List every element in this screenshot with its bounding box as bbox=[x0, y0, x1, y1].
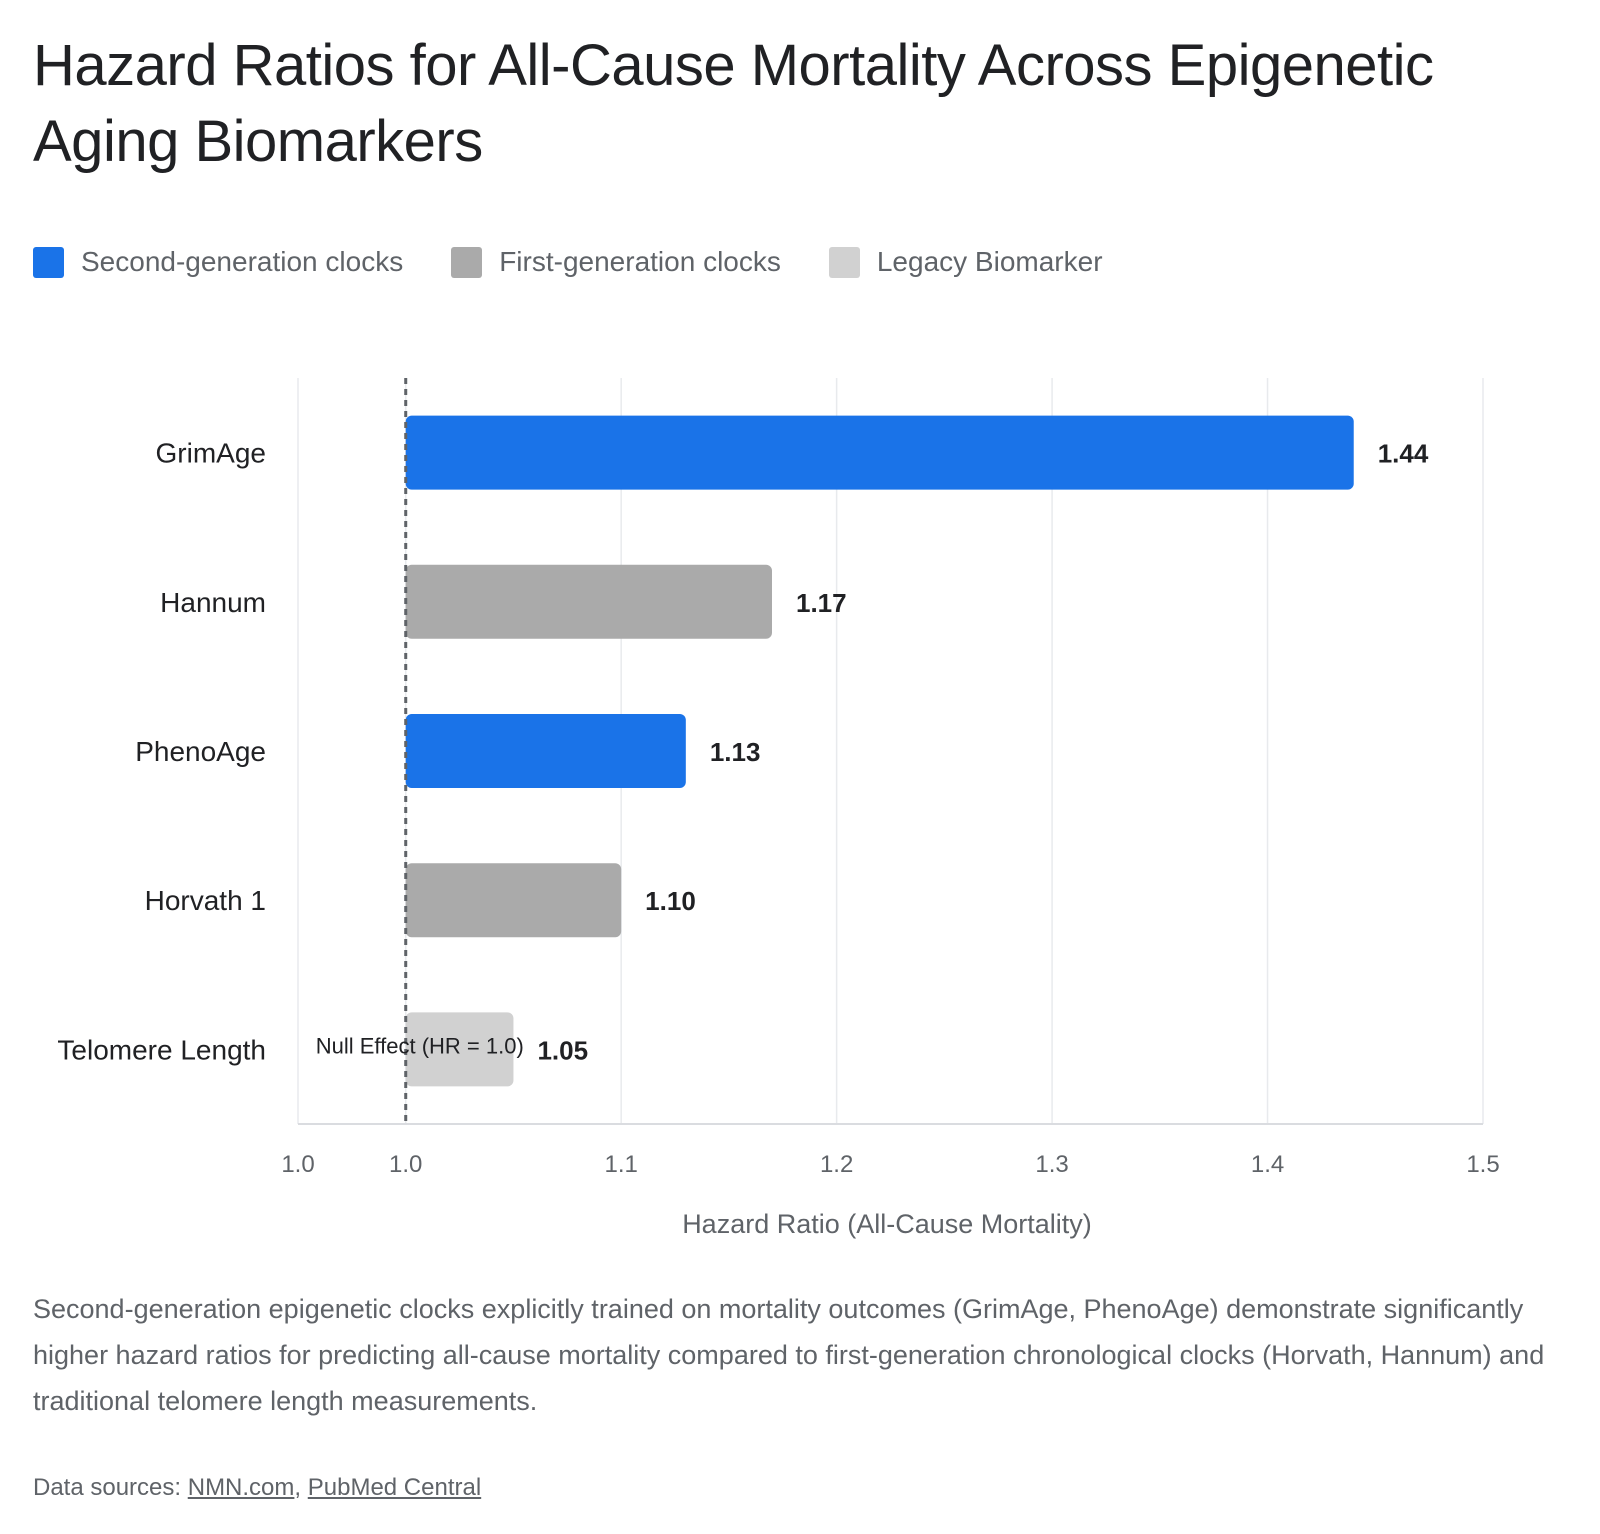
bar-value-label: 1.13 bbox=[710, 737, 761, 767]
legend-label-first-generation: First-generation clocks bbox=[499, 246, 781, 277]
y-category-label: Telomere Length bbox=[57, 1034, 266, 1065]
y-category-label: PhenoAge bbox=[135, 736, 266, 767]
bar-phenoage[interactable] bbox=[405, 714, 686, 788]
legend-label-legacy-biomarker: Legacy Biomarker bbox=[876, 246, 1103, 277]
legend-item-second-generation[interactable]: Second-generation clocks bbox=[33, 246, 403, 278]
bar-grimage[interactable] bbox=[405, 415, 1354, 490]
labels: 1.0 1.0 1.1 1.2 1.3 1.4 1.5 GrimAge 1.44 Hannum 1.… bbox=[57, 378, 1500, 1178]
bar-value-label: 1.44 bbox=[1378, 439, 1429, 469]
chart-title: Hazard Ratios for All-Cause Mortality Ac… bbox=[33, 33, 1434, 174]
x-tick-label: 1.4 bbox=[1251, 1151, 1284, 1178]
bar-value-label: 1.05 bbox=[537, 1035, 588, 1065]
bar-horvath-1[interactable] bbox=[405, 863, 622, 938]
bar-telomere-length[interactable] bbox=[405, 1012, 514, 1087]
x-tick-label: 1.0 bbox=[281, 1151, 314, 1178]
x-tick-label: 1.1 bbox=[604, 1151, 637, 1178]
bar-chart: 1.0 1.0 1.1 1.2 1.3 1.4 1.5 GrimAge 1.44 Hannum 1.… bbox=[57, 378, 1500, 1239]
data-sources: Data sources: NMN.com, PubMed Central bbox=[33, 1474, 481, 1502]
sources-prefix: Data sources: bbox=[33, 1474, 188, 1501]
legend-label-second-generation: Second-generation clocks bbox=[81, 246, 404, 277]
source-link-nmn[interactable]: NMN.com bbox=[187, 1474, 295, 1501]
x-tick-label: 1.3 bbox=[1035, 1151, 1068, 1178]
bar-value-label: 1.10 bbox=[645, 886, 696, 916]
x-tick-label: 1.0 bbox=[389, 1151, 422, 1178]
x-tick-label: 1.2 bbox=[820, 1151, 853, 1178]
legend-item-first-generation[interactable]: First-generation clocks bbox=[451, 246, 781, 278]
bar-hannum[interactable] bbox=[405, 564, 772, 639]
legend: Second-generation clocks First-generatio… bbox=[33, 246, 1151, 278]
bars bbox=[405, 415, 1354, 1087]
x-tick-label: 1.5 bbox=[1466, 1151, 1499, 1178]
y-category-label: Horvath 1 bbox=[145, 885, 266, 916]
chart-description: Second-generation epigenetic clocks expl… bbox=[33, 1294, 1545, 1416]
legend-swatch-legacy-biomarker bbox=[828, 246, 860, 278]
sources-separator: , bbox=[294, 1474, 308, 1501]
bar-value-label: 1.17 bbox=[796, 588, 847, 618]
legend-swatch-second-generation bbox=[33, 246, 64, 278]
null-effect-label: Null Effect (HR = 1.0) bbox=[316, 1033, 524, 1058]
source-link-pubmed[interactable]: PubMed Central bbox=[307, 1474, 482, 1501]
legend-item-legacy-biomarker[interactable]: Legacy Biomarker bbox=[828, 246, 1103, 278]
x-axis-title: Hazard Ratio (All-Cause Mortality) bbox=[682, 1209, 1092, 1239]
legend-swatch-first-generation bbox=[451, 246, 483, 278]
y-category-label: Hannum bbox=[160, 587, 266, 618]
y-category-label: GrimAge bbox=[156, 438, 266, 469]
